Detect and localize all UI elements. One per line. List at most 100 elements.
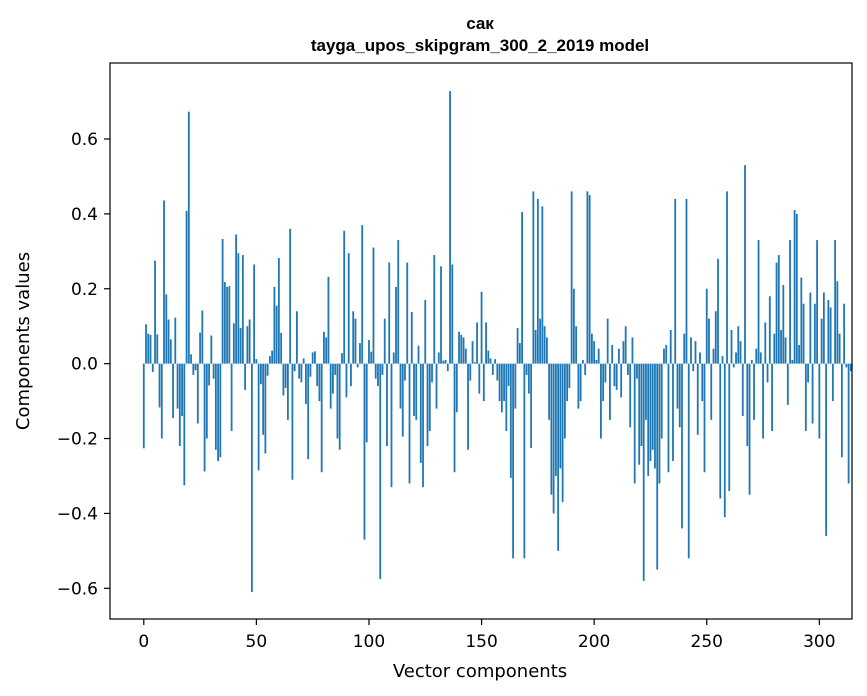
bar-303 (825, 363, 827, 536)
y-axis-ticks: −0.6 −0.4 −0.2 0.0 0.2 0.4 0.6 (57, 130, 110, 599)
bar-33 (217, 363, 219, 461)
bar-43 (239, 328, 242, 364)
bar-295 (807, 363, 809, 383)
bar-167 (518, 343, 521, 364)
bar-112 (395, 286, 397, 364)
bar-258 (723, 363, 726, 518)
bar-56 (268, 356, 271, 364)
bar-166 (516, 328, 519, 364)
bar-197 (586, 191, 589, 364)
bar-223 (645, 363, 647, 420)
bar-307 (834, 240, 837, 364)
bar-10 (165, 294, 168, 364)
bar-271 (753, 363, 755, 420)
bar-119 (410, 311, 413, 364)
bar-235 (672, 363, 674, 461)
x-tick-label: 100 (353, 632, 385, 652)
bar-287 (789, 240, 791, 364)
bar-308 (836, 281, 839, 364)
bar-278 (768, 296, 771, 364)
bar-251 (708, 318, 710, 364)
bar-210 (615, 363, 618, 390)
bar-144 (467, 363, 469, 450)
bar-128 (431, 363, 433, 383)
bar-236 (674, 198, 677, 364)
bar-228 (656, 363, 659, 570)
bar-225 (649, 363, 652, 461)
bar-109 (388, 262, 391, 364)
bar-304 (827, 300, 830, 364)
bar-298 (813, 303, 816, 364)
bar-2 (147, 333, 150, 364)
bar-89 (343, 230, 346, 364)
bar-241 (685, 198, 688, 364)
bar-178 (543, 326, 546, 364)
bar-72 (305, 363, 307, 405)
bar-38 (228, 286, 231, 364)
bar-254 (714, 311, 717, 364)
bar-173 (532, 191, 535, 364)
bar-62 (282, 363, 285, 396)
bar-158 (498, 363, 501, 402)
bar-219 (636, 363, 638, 379)
bar-309 (838, 333, 841, 364)
x-axis-ticks: 0 50 100 150 200 250 300 (138, 619, 836, 652)
bar-232 (665, 344, 668, 364)
bar-95 (356, 363, 359, 368)
bar-208 (611, 344, 614, 364)
bar-233 (667, 363, 670, 473)
bar-280 (773, 333, 776, 364)
y-tick-label: 0.6 (71, 130, 98, 150)
bar-198 (588, 195, 591, 364)
bar-78 (318, 363, 321, 402)
chart-title-line1: сак (466, 14, 494, 33)
bar-70 (300, 363, 303, 383)
bar-147 (473, 362, 476, 364)
bar-96 (359, 343, 361, 364)
bar-87 (338, 363, 341, 450)
bar-93 (352, 311, 355, 364)
y-tick-label: −0.4 (57, 504, 98, 524)
x-tick-label: 250 (691, 632, 723, 652)
bar-150 (480, 291, 483, 364)
bar-181 (550, 363, 553, 495)
bar-213 (622, 341, 625, 364)
bar-192 (575, 326, 578, 364)
bar-49 (253, 264, 256, 364)
bar-230 (660, 363, 663, 439)
bar-121 (415, 363, 418, 420)
bar-284 (782, 285, 785, 364)
bar-262 (732, 363, 735, 368)
bar-98 (363, 363, 366, 540)
y-tick-label: −0.2 (57, 430, 98, 450)
x-tick-label: 0 (138, 632, 149, 652)
bar-63 (284, 363, 287, 388)
bar-207 (609, 363, 611, 420)
bar-19 (185, 210, 188, 364)
bar-59 (275, 305, 278, 364)
bar-90 (345, 363, 348, 398)
bar-302 (822, 292, 825, 364)
bar-310 (840, 363, 843, 458)
bar-272 (755, 348, 758, 364)
bar-299 (816, 240, 818, 364)
bar-282 (777, 255, 780, 364)
bar-276 (764, 322, 767, 364)
bar-51 (257, 363, 260, 471)
bar-157 (496, 363, 499, 381)
bar-253 (712, 348, 715, 364)
bar-123 (419, 363, 422, 463)
bar-257 (721, 356, 724, 364)
bar-169 (523, 363, 526, 559)
bar-122 (417, 345, 420, 364)
bar-170 (525, 363, 528, 375)
bar-48 (250, 363, 253, 593)
bar-190 (570, 191, 573, 364)
bar-255 (717, 258, 719, 364)
bar-201 (595, 359, 598, 364)
bar-202 (597, 348, 600, 364)
bar-260 (728, 363, 731, 491)
bar-186 (561, 363, 564, 503)
bar-153 (487, 350, 490, 364)
bar-148 (476, 322, 478, 364)
